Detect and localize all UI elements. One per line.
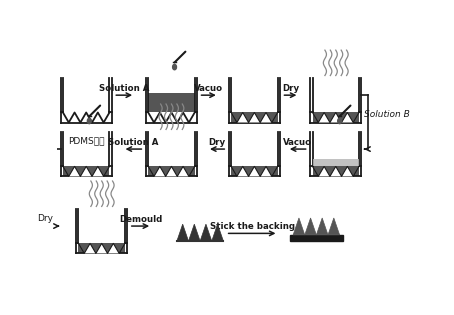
Polygon shape [148, 166, 195, 176]
Polygon shape [336, 112, 347, 123]
Polygon shape [172, 166, 183, 176]
Text: Vacuo: Vacuo [194, 84, 223, 93]
Text: Dry: Dry [208, 138, 226, 147]
Polygon shape [312, 159, 359, 166]
Polygon shape [80, 166, 92, 176]
Polygon shape [98, 166, 109, 176]
Polygon shape [260, 166, 272, 176]
Text: Stick the backing: Stick the backing [210, 222, 295, 231]
Polygon shape [312, 112, 324, 123]
Polygon shape [79, 243, 90, 253]
Polygon shape [312, 112, 359, 123]
Polygon shape [63, 166, 109, 176]
Polygon shape [254, 112, 266, 123]
Polygon shape [148, 166, 160, 176]
Polygon shape [237, 112, 248, 123]
Polygon shape [183, 166, 195, 176]
Polygon shape [318, 166, 330, 176]
Polygon shape [290, 235, 343, 241]
Polygon shape [86, 166, 98, 176]
Polygon shape [260, 112, 272, 123]
Polygon shape [108, 243, 119, 253]
Polygon shape [328, 218, 340, 235]
Polygon shape [74, 166, 86, 176]
Polygon shape [154, 166, 166, 176]
Polygon shape [90, 243, 102, 253]
Polygon shape [330, 112, 341, 123]
Text: Vacuo: Vacuo [283, 138, 312, 147]
Polygon shape [166, 166, 177, 176]
Text: PDMS模具: PDMS模具 [68, 136, 104, 145]
Polygon shape [324, 166, 336, 176]
Polygon shape [341, 112, 353, 123]
Polygon shape [330, 166, 341, 176]
Polygon shape [318, 112, 330, 123]
Polygon shape [248, 112, 260, 123]
Polygon shape [102, 243, 114, 253]
Text: Dry: Dry [37, 214, 53, 223]
Polygon shape [254, 166, 266, 176]
Polygon shape [312, 166, 324, 176]
Polygon shape [148, 112, 195, 123]
Polygon shape [79, 243, 125, 253]
Ellipse shape [87, 118, 91, 124]
Polygon shape [347, 112, 359, 123]
Polygon shape [347, 166, 359, 176]
Text: Solution A: Solution A [109, 138, 158, 147]
Polygon shape [92, 166, 104, 176]
Polygon shape [212, 224, 223, 241]
Polygon shape [324, 112, 336, 123]
Polygon shape [177, 166, 189, 176]
Polygon shape [114, 243, 125, 253]
Polygon shape [341, 166, 353, 176]
Polygon shape [177, 224, 188, 241]
Text: Solution B: Solution B [365, 110, 410, 119]
Polygon shape [200, 224, 212, 241]
Polygon shape [312, 166, 359, 176]
Polygon shape [266, 112, 278, 123]
Text: Dry: Dry [282, 84, 299, 93]
Polygon shape [188, 224, 200, 241]
Ellipse shape [173, 64, 177, 70]
Polygon shape [160, 166, 172, 176]
Polygon shape [248, 166, 260, 176]
Polygon shape [231, 166, 243, 176]
Polygon shape [84, 243, 96, 253]
Polygon shape [69, 166, 80, 176]
Polygon shape [231, 166, 278, 176]
Polygon shape [231, 112, 278, 123]
Polygon shape [266, 166, 278, 176]
Polygon shape [63, 166, 74, 176]
Polygon shape [336, 166, 347, 176]
Text: Solution A: Solution A [99, 84, 149, 93]
Polygon shape [231, 112, 243, 123]
Polygon shape [96, 243, 108, 253]
Polygon shape [293, 218, 305, 235]
Ellipse shape [338, 118, 341, 124]
Polygon shape [148, 94, 195, 112]
Text: Demould: Demould [119, 215, 162, 224]
Polygon shape [305, 218, 316, 235]
Polygon shape [237, 166, 248, 176]
Polygon shape [316, 218, 328, 235]
Polygon shape [243, 166, 254, 176]
Polygon shape [243, 112, 254, 123]
